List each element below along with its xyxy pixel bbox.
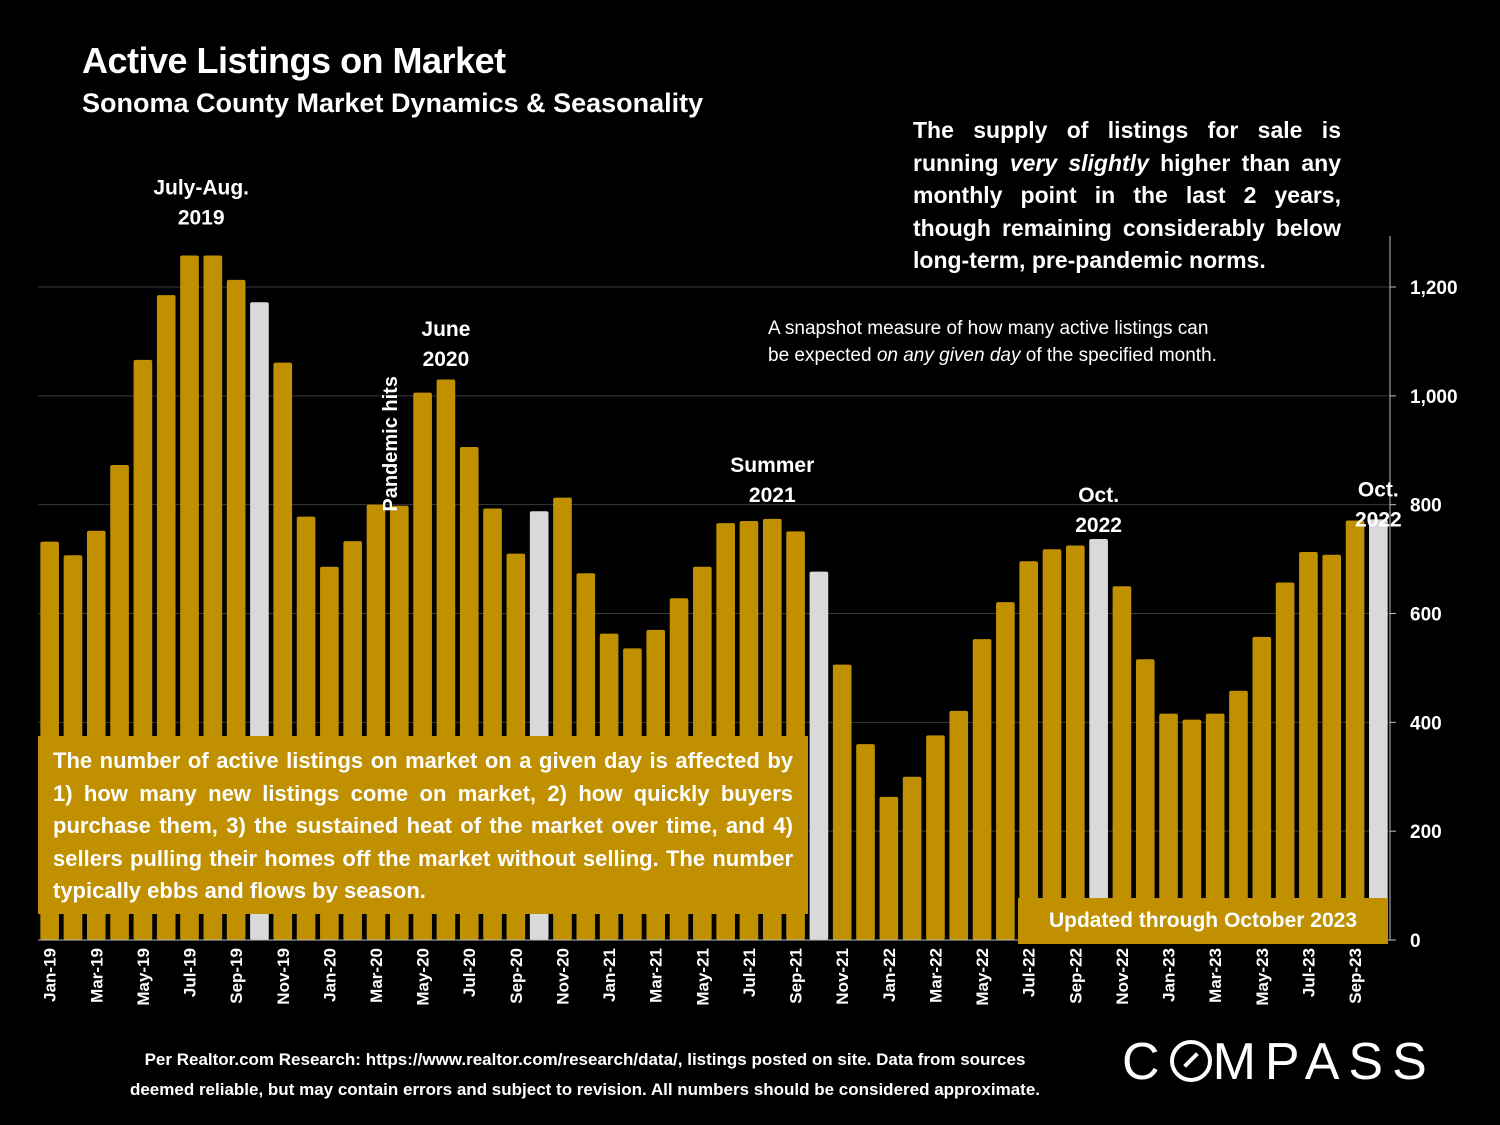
x-tick-label: May-21 (693, 948, 712, 1006)
x-tick-label: Nov-21 (833, 948, 852, 1005)
snapshot-note: A snapshot measure of how many active li… (768, 315, 1308, 369)
bar-Jan-22 (879, 796, 899, 940)
bar-Dec-22 (1135, 659, 1155, 940)
x-tick-label: Sep-20 (507, 948, 526, 1004)
bar-Apr-23 (1229, 690, 1248, 940)
x-tick-label: May-19 (134, 948, 153, 1006)
bar-Jan-23 (1159, 713, 1178, 940)
y-tick-label: 600 (1410, 605, 1442, 626)
bar-Aug-22 (1042, 549, 1062, 940)
bar-Jun-22 (996, 602, 1015, 940)
bar-May-23 (1252, 636, 1272, 940)
x-tick-label: Nov-22 (1113, 948, 1132, 1005)
x-tick-label: Mar-19 (87, 948, 106, 1003)
bar-Sep-23 (1345, 520, 1365, 940)
annotation-label: June (421, 318, 470, 341)
annotation-label: Summer (730, 454, 814, 477)
updated-badge: Updated through October 2023 (1018, 898, 1388, 944)
bar-Jul-22 (1019, 561, 1039, 940)
bar-Nov-21 (832, 664, 852, 940)
x-tick-label: Jan-19 (41, 948, 60, 1002)
x-tick-label: Jan-22 (880, 948, 899, 1002)
annotation-label: 2020 (423, 348, 470, 371)
x-tick-label: Nov-20 (553, 948, 572, 1005)
annotation-label: 2022 (1355, 509, 1402, 532)
supply-note-emphasis: very slightly (1009, 149, 1149, 176)
footer-line-2: deemed reliable, but may contain errors … (129, 1080, 1041, 1099)
y-tick-label: 1,200 (1410, 278, 1458, 299)
supply-note-post: higher than any monthly point in the las… (913, 149, 1341, 274)
x-tick-label: May-20 (414, 948, 433, 1006)
y-tick-label: 400 (1410, 713, 1442, 734)
snapshot-note-pre: be expected (768, 345, 877, 366)
y-tick-label: 0 (1410, 931, 1421, 952)
bar-Apr-22 (949, 710, 969, 940)
bar-Sep-22 (1065, 545, 1085, 940)
bar-Nov-22 (1112, 586, 1132, 940)
x-tick-label: Jul-19 (181, 948, 200, 997)
x-tick-label: Jul-21 (740, 948, 759, 997)
x-tick-label: Mar-22 (926, 948, 945, 1003)
x-tick-label: May-23 (1253, 948, 1272, 1006)
bar-Aug-23 (1322, 554, 1342, 940)
bar-Jun-23 (1275, 582, 1295, 940)
bar-May-22 (972, 639, 992, 940)
bar-Feb-23 (1182, 719, 1202, 940)
bar-Oct-23 (1369, 519, 1388, 940)
x-tick-label: Jan-21 (600, 948, 619, 1002)
annotation-label: Pandemic hits (380, 376, 402, 512)
updated-text: Updated through October 2023 (1048, 909, 1358, 932)
x-tick-label: Mar-21 (647, 948, 666, 1003)
bar-Mar-23 (1205, 713, 1225, 940)
bar-Oct-22 (1089, 538, 1108, 940)
annotation-label: 2022 (1075, 514, 1122, 537)
annotation-label: July-Aug. (153, 176, 249, 199)
bar-Mar-22 (926, 735, 945, 940)
x-tick-label: Jan-23 (1160, 948, 1179, 1002)
annotation-label: Oct. (1358, 479, 1399, 502)
y-tick-label: 200 (1410, 822, 1442, 843)
y-tick-label: 1,000 (1410, 387, 1458, 408)
axes: 0 200 400 600 800 1,000 1,200 Jan-19 Mar-19 May-1… (38, 236, 1458, 1006)
x-tick-label: Jan-20 (320, 948, 339, 1002)
annotation-label: 2021 (749, 484, 796, 507)
chart-title: Active Listings on Market (82, 40, 506, 81)
x-tick-label: Jul-22 (1020, 948, 1039, 997)
x-tick-label: May-22 (973, 948, 992, 1006)
bar-Oct-21 (809, 571, 829, 940)
x-tick-label: Mar-20 (367, 948, 386, 1003)
supply-note-pre: The supply of listings for sale is runni… (913, 117, 1341, 176)
x-tick-label: Sep-23 (1346, 948, 1365, 1004)
chart-subtitle: Sonoma County Market Dynamics & Seasonal… (82, 88, 704, 118)
snapshot-note-emphasis: on any given day (876, 345, 1021, 366)
x-tick-label: Sep-19 (227, 948, 246, 1004)
bar-Jul-23 (1299, 552, 1318, 940)
snapshot-note-line1: A snapshot measure of how many active li… (768, 318, 1209, 339)
compass-logo: C MPASS (1122, 1033, 1436, 1091)
x-tick-label: Jul-23 (1299, 948, 1318, 997)
x-tick-label: Jul-20 (460, 948, 479, 997)
y-tick-label: 800 (1410, 496, 1442, 517)
x-tick-label: Mar-23 (1206, 948, 1225, 1003)
snapshot-note-post: of the specified month. (1020, 345, 1217, 366)
x-tick-label: Sep-21 (787, 948, 806, 1004)
x-tick-label: Sep-22 (1066, 948, 1085, 1004)
bar-Dec-21 (856, 744, 875, 940)
source-footer: Per Realtor.com Research: https://www.re… (90, 1045, 1080, 1105)
annotation-label: Oct. (1078, 484, 1119, 507)
explanation-box: The number of active listings on market … (38, 736, 808, 914)
annotation-label: 2019 (178, 206, 225, 229)
bar-Feb-22 (902, 776, 922, 940)
footer-line-1: Per Realtor.com Research: https://www.re… (144, 1050, 1026, 1069)
x-tick-label: Nov-19 (274, 948, 293, 1005)
annotations: July-Aug. 2019 June 2020 Pandemic hits Summer… (153, 176, 1401, 536)
supply-note: The supply of listings for sale is runni… (913, 114, 1341, 277)
